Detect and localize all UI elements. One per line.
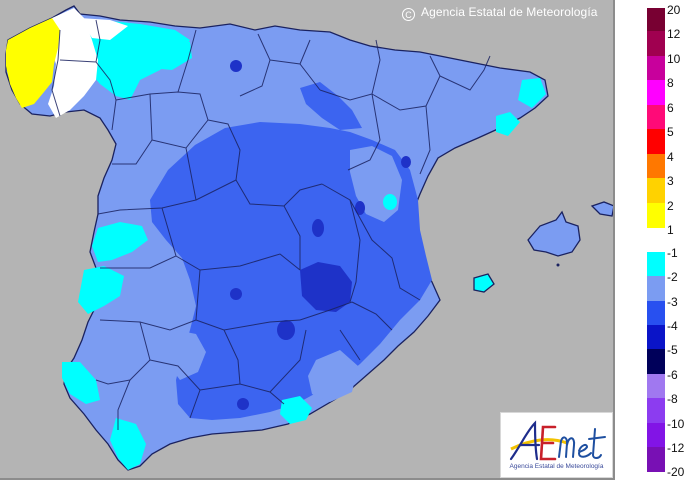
legend-tick: 1 [667, 223, 674, 237]
island-cabrera [556, 263, 560, 267]
logo-letter-a [509, 420, 541, 461]
zone-plus1-galicia-coast [6, 18, 60, 108]
legend-tick: -12 [667, 441, 685, 455]
legend: 20 12 10 8 6 5 4 3 2 1 -1 -2 -3 -4 -5 -6… [615, 0, 690, 480]
zone-minus4-burgos [230, 60, 242, 72]
legend-tick: 2 [667, 199, 674, 213]
legend-tick: -6 [667, 368, 678, 382]
zone-minus1-cadiz [110, 418, 146, 470]
legend-tick: -1 [667, 246, 678, 260]
legend-tick: -2 [667, 270, 678, 284]
legend-band-minus5-minus6 [647, 349, 665, 374]
legend-band-6-8 [647, 80, 665, 105]
logo-subtitle: Agencia Estatal de Meteorología [509, 463, 604, 470]
legend-tick: 10 [667, 52, 681, 66]
zone-minus4-ciudadreal [230, 288, 242, 300]
map-frame: C Agencia Estatal de Meteorología Agencia… [0, 0, 615, 480]
spain-map [5, 5, 613, 471]
zone-minus4-cuenca [312, 219, 324, 237]
zone-minus1-valencia [383, 194, 397, 210]
legend-tick: -20 [667, 465, 685, 479]
logo-letters-met [558, 428, 606, 459]
zone-minus1-badajoz [78, 266, 124, 314]
island-ibiza-outline [473, 273, 495, 293]
legend-tick: 12 [667, 27, 681, 41]
legend-band-4-5 [647, 129, 665, 154]
logo-swoosh [510, 438, 568, 451]
legend-tick: 5 [667, 125, 674, 139]
legend-band-minus12-minus20 [647, 447, 665, 472]
zone-minus4-castellon [401, 156, 411, 168]
zone-minus1-asturias-east [130, 36, 192, 70]
legend-band-5-6 [647, 105, 665, 129]
zone-minus1-barcelona [496, 112, 520, 136]
island-menorca [590, 201, 613, 217]
legend-band-minus4-minus5 [647, 325, 665, 349]
zone-minus4-granada [237, 398, 249, 410]
zone-minus1-almeria [280, 396, 312, 424]
legend-band-minus2-minus3 [647, 276, 665, 301]
zone-minus2-sw [168, 330, 206, 380]
zone-minus1-catalonia [518, 78, 546, 108]
copyright-text: Agencia Estatal de Meteorología [421, 5, 598, 19]
legend-tick: 20 [667, 3, 681, 17]
legend-tick: 8 [667, 76, 674, 90]
legend-band-3-4 [647, 154, 665, 178]
province-borders [51, 19, 491, 430]
legend-tick: -8 [667, 392, 678, 406]
legend-band-8-10 [647, 56, 665, 80]
legend-band-minus1-minus2 [647, 252, 665, 276]
zone-minus3-north [300, 82, 362, 130]
legend-band-1-2 [647, 203, 665, 228]
legend-band-2-3 [647, 178, 665, 203]
legend-band-10-12 [647, 31, 665, 56]
legend-band-minus8-minus10 [647, 398, 665, 423]
legend-tick: -10 [667, 417, 685, 431]
zone-minus4-jaen [277, 320, 295, 340]
zone-minus1-extremadura [92, 222, 148, 262]
zone-zero-asturias [80, 18, 128, 40]
legend-tick: -3 [667, 295, 678, 309]
aemet-logo: Agencia Estatal de Meteorología [500, 412, 613, 478]
zone-minus2-se [308, 350, 358, 402]
legend-band-minus6-minus8 [647, 374, 665, 398]
logo-letter-e [539, 425, 557, 461]
copyright-icon: C [402, 8, 415, 21]
legend-band-minus10-minus12 [647, 423, 665, 447]
aemet-wordmark [509, 420, 606, 461]
copyright-notice: C Agencia Estatal de Meteorología [402, 5, 598, 21]
legend-tick: 4 [667, 150, 674, 164]
zone-minus1-huelva [62, 362, 100, 404]
legend-tick: -4 [667, 319, 678, 333]
legend-tick: 6 [667, 101, 674, 115]
legend-tick: 3 [667, 174, 674, 188]
legend-band-minus3-minus4 [647, 301, 665, 325]
zone-minus4-teruel [355, 201, 365, 215]
island-mallorca [527, 210, 581, 257]
zone-zero-galicia-interior [48, 8, 98, 118]
legend-tick: -5 [667, 343, 678, 357]
legend-band-12-20 [647, 8, 665, 31]
zone-minus4-lamancha [300, 262, 352, 312]
